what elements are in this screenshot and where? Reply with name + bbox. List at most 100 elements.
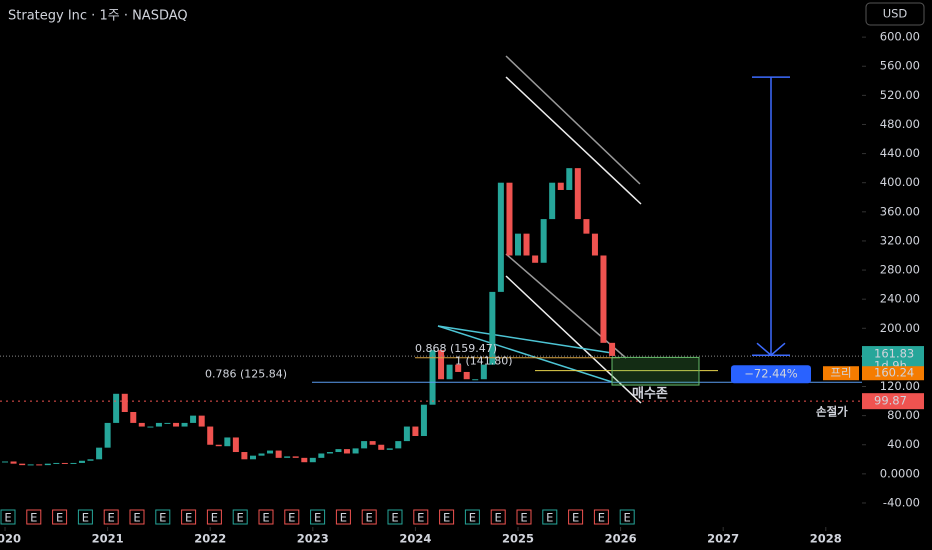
earnings-label[interactable]: E — [469, 511, 476, 525]
candle — [386, 448, 393, 450]
earnings-label[interactable]: E — [185, 511, 192, 525]
earnings-marker[interactable] — [387, 509, 403, 525]
currency-label[interactable]: USD — [883, 7, 908, 21]
candle — [591, 233, 598, 256]
y-tick-label: 480.00 — [880, 117, 920, 131]
earnings-marker[interactable] — [335, 509, 351, 525]
x-tick-label: 2021 — [92, 532, 124, 546]
earnings-marker[interactable] — [52, 509, 68, 525]
candle — [557, 182, 564, 190]
earnings-label[interactable]: E — [237, 511, 244, 525]
candle — [113, 393, 120, 423]
earnings-marker[interactable] — [568, 509, 584, 525]
earnings-label[interactable]: E — [108, 511, 115, 525]
candle — [352, 448, 359, 454]
earnings-marker[interactable] — [439, 509, 455, 525]
candle — [369, 441, 376, 445]
earnings-label[interactable]: E — [391, 511, 398, 525]
earnings-marker[interactable] — [0, 509, 16, 525]
candle — [600, 255, 607, 343]
earnings-label[interactable]: E — [159, 511, 166, 525]
candle — [523, 233, 530, 256]
premarket-tag: 프리 — [830, 366, 851, 380]
candle — [335, 449, 342, 453]
earnings-marker[interactable] — [103, 509, 119, 525]
earnings-marker[interactable] — [593, 509, 609, 525]
earnings-label[interactable]: E — [288, 511, 295, 525]
earnings-label[interactable]: E — [133, 511, 140, 525]
candle — [480, 364, 487, 380]
earnings-marker[interactable] — [129, 509, 145, 525]
earnings-label[interactable]: E — [82, 511, 89, 525]
earnings-marker[interactable] — [26, 509, 42, 525]
earnings-marker[interactable] — [619, 509, 635, 525]
earnings-marker[interactable] — [258, 509, 274, 525]
currency-button[interactable] — [865, 2, 925, 26]
chart-title: Strategy Inc · 1주 · NASDAQ — [8, 9, 188, 24]
stop-loss-label: 99.87 — [874, 394, 907, 408]
y-tick-label: 120.00 — [880, 379, 920, 393]
candle — [497, 182, 504, 292]
candle — [609, 342, 616, 356]
earnings-marker[interactable] — [206, 509, 222, 525]
last-price-label: 161.83 — [874, 347, 914, 361]
earnings-marker[interactable] — [232, 509, 248, 525]
earnings-label[interactable]: E — [30, 511, 37, 525]
buy-zone-label: 매수존 — [632, 387, 668, 402]
y-tick-label: 320.00 — [880, 233, 920, 247]
earnings-label[interactable]: E — [572, 511, 579, 525]
candle — [361, 441, 368, 449]
earnings-marker[interactable] — [542, 509, 558, 525]
earnings-label[interactable]: E — [4, 511, 11, 525]
x-tick-label: 2023 — [297, 532, 329, 546]
candle — [190, 415, 197, 423]
x-tick-label: 2024 — [399, 532, 431, 546]
earnings-marker[interactable] — [464, 509, 480, 525]
candle — [403, 426, 410, 442]
candle — [249, 455, 256, 460]
y-tick-label: 520.00 — [880, 88, 920, 102]
candle — [138, 422, 145, 427]
earnings-label[interactable]: E — [314, 511, 321, 525]
candle — [540, 219, 547, 263]
earnings-label[interactable]: E — [340, 511, 347, 525]
earnings-label[interactable]: E — [262, 511, 269, 525]
candle — [395, 441, 402, 449]
y-tick-label: 200.00 — [880, 321, 920, 335]
earnings-marker[interactable] — [181, 509, 197, 525]
earnings-label[interactable]: E — [546, 511, 553, 525]
candle — [224, 437, 231, 447]
earnings-marker[interactable] — [310, 509, 326, 525]
candle — [326, 452, 333, 454]
earnings-marker[interactable] — [361, 509, 377, 525]
y-tick-label: 400.00 — [880, 175, 920, 189]
candle — [446, 364, 453, 380]
earnings-label[interactable]: E — [443, 511, 450, 525]
earnings-label[interactable]: E — [520, 511, 527, 525]
earnings-label[interactable]: E — [56, 511, 63, 525]
earnings-label[interactable]: E — [417, 511, 424, 525]
earnings-label[interactable]: E — [598, 511, 605, 525]
premarket-label: 160.24 — [874, 366, 914, 380]
candle — [232, 437, 239, 453]
premarket-box — [862, 366, 924, 381]
earnings-label[interactable]: E — [366, 511, 373, 525]
candle — [207, 426, 214, 445]
earnings-marker[interactable] — [155, 509, 171, 525]
earnings-label[interactable]: E — [495, 511, 502, 525]
candle — [378, 444, 385, 450]
candle — [147, 426, 154, 428]
earnings-label[interactable]: E — [624, 511, 631, 525]
earnings-marker[interactable] — [77, 509, 93, 525]
y-tick-label: -40.00 — [883, 495, 920, 509]
earnings-marker[interactable] — [516, 509, 532, 525]
earnings-marker[interactable] — [413, 509, 429, 525]
earnings-marker[interactable] — [284, 509, 300, 525]
candle — [198, 415, 205, 427]
earnings-label[interactable]: E — [211, 511, 218, 525]
stop-loss-text: 손절가 — [816, 405, 848, 419]
y-tick-label: 360.00 — [880, 204, 920, 218]
earnings-marker[interactable] — [490, 509, 506, 525]
